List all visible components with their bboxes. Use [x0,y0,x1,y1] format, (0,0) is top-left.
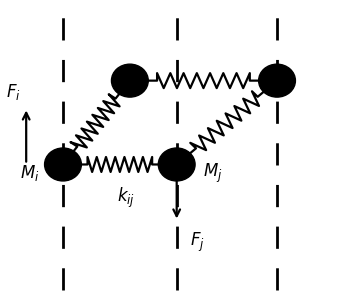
Text: $k_{ij}$: $k_{ij}$ [118,185,136,210]
Text: $F_i$: $F_i$ [6,82,21,102]
Text: $M_j$: $M_j$ [203,162,223,185]
Text: $F_j$: $F_j$ [190,230,205,253]
Circle shape [158,148,195,181]
Circle shape [45,148,81,181]
Circle shape [112,64,148,97]
Circle shape [259,64,295,97]
Text: $M_i$: $M_i$ [19,163,39,184]
